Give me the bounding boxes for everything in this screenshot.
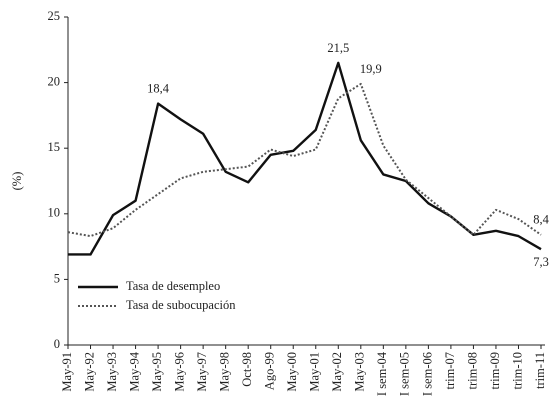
series-line bbox=[68, 61, 542, 256]
x-tick-label: May-00 bbox=[285, 352, 299, 392]
x-tick-label: May-03 bbox=[353, 352, 367, 392]
x-tick-label: trim-07 bbox=[443, 352, 457, 390]
x-tick-label: I sem-06 bbox=[420, 352, 434, 396]
x-tick-label: I sem-05 bbox=[398, 352, 412, 396]
data-label: 8,4 bbox=[533, 213, 549, 227]
x-tick-label: May-97 bbox=[195, 352, 209, 392]
data-label: 18,4 bbox=[147, 81, 170, 95]
y-tick-label: 0 bbox=[54, 337, 60, 351]
legend-label: Tasa de subocupación bbox=[126, 298, 236, 312]
data-label: 21,5 bbox=[327, 41, 349, 55]
x-tick-label: May-95 bbox=[150, 352, 164, 392]
x-tick-label: Oct-98 bbox=[240, 352, 254, 387]
x-tick-label: May-98 bbox=[218, 352, 232, 392]
y-axis-label: (%) bbox=[10, 172, 24, 191]
x-tick-label: May-02 bbox=[330, 352, 344, 392]
data-label: 19,9 bbox=[360, 62, 382, 76]
y-tick-label: 25 bbox=[48, 9, 61, 23]
x-tick-label: May-91 bbox=[60, 352, 74, 392]
x-tick-label: trim-09 bbox=[488, 352, 502, 390]
x-tick-label: May-93 bbox=[105, 352, 119, 392]
x-tick-label: trim-08 bbox=[465, 352, 479, 390]
x-tick-label: trim-11 bbox=[533, 352, 547, 389]
x-tick-label: Ago-99 bbox=[263, 352, 277, 390]
y-tick-label: 10 bbox=[48, 206, 61, 220]
x-tick-label: May-96 bbox=[172, 352, 186, 392]
x-tick-label: May-92 bbox=[82, 352, 96, 392]
data-label: 7,3 bbox=[533, 255, 549, 269]
x-tick-label: I sem-04 bbox=[375, 351, 389, 396]
y-tick-label: 5 bbox=[54, 271, 60, 285]
x-tick-label: May-01 bbox=[308, 352, 322, 392]
y-tick-label: 15 bbox=[48, 140, 61, 154]
x-tick-label: trim-10 bbox=[510, 352, 524, 390]
legend-label: Tasa de desempleo bbox=[126, 279, 220, 293]
y-tick-label: 20 bbox=[48, 74, 61, 88]
series-line bbox=[67, 82, 542, 238]
x-tick-label: May-94 bbox=[127, 351, 141, 391]
